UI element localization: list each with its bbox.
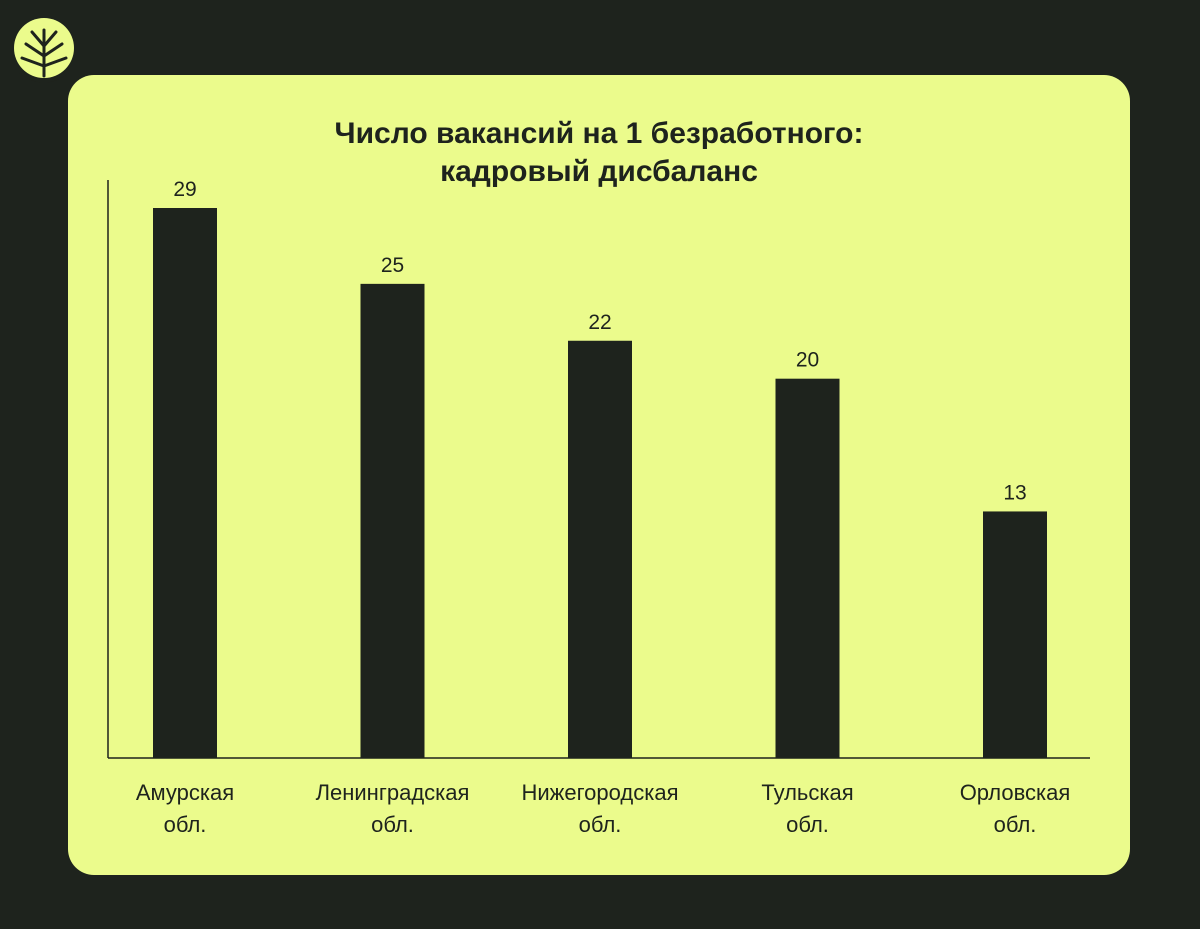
chart-title-line-2: кадровый дисбаланс — [440, 155, 758, 188]
category-label-5-line-2: обл. — [994, 812, 1037, 837]
category-label-1-line-1: Амурская — [136, 780, 234, 805]
category-label-2-line-1: Ленинградская — [316, 780, 470, 805]
bar-3 — [568, 340, 632, 758]
category-label-3-line-2: обл. — [579, 812, 622, 837]
chart-card: Число вакансий на 1 безработного: кадров… — [68, 75, 1130, 875]
chart-title-line-1: Число вакансий на 1 безработного: — [334, 117, 864, 150]
category-label-4-line-2: обл. — [786, 812, 829, 837]
bar-1 — [153, 208, 217, 758]
data-label-1: 29 — [173, 178, 196, 201]
bar-4 — [775, 378, 840, 758]
category-label-4-line-1: Тульская — [761, 780, 853, 805]
category-label-1-line-2: обл. — [164, 812, 207, 837]
data-label-5: 13 — [1003, 481, 1026, 504]
bar-5 — [983, 511, 1047, 758]
category-label-3-line-1: Нижегородская — [522, 780, 679, 805]
data-label-2: 25 — [381, 254, 404, 277]
category-label-2-line-2: обл. — [371, 812, 414, 837]
tree-leaf-logo-icon — [14, 18, 74, 83]
bar-2 — [360, 283, 425, 758]
data-label-4: 20 — [796, 349, 819, 372]
data-label-3: 22 — [588, 311, 611, 334]
bar-chart: 29 Амурская обл. 25 Ленинградская обл. 22 Нижег… — [107, 178, 1090, 837]
category-label-5-line-1: Орловская — [960, 780, 1071, 805]
